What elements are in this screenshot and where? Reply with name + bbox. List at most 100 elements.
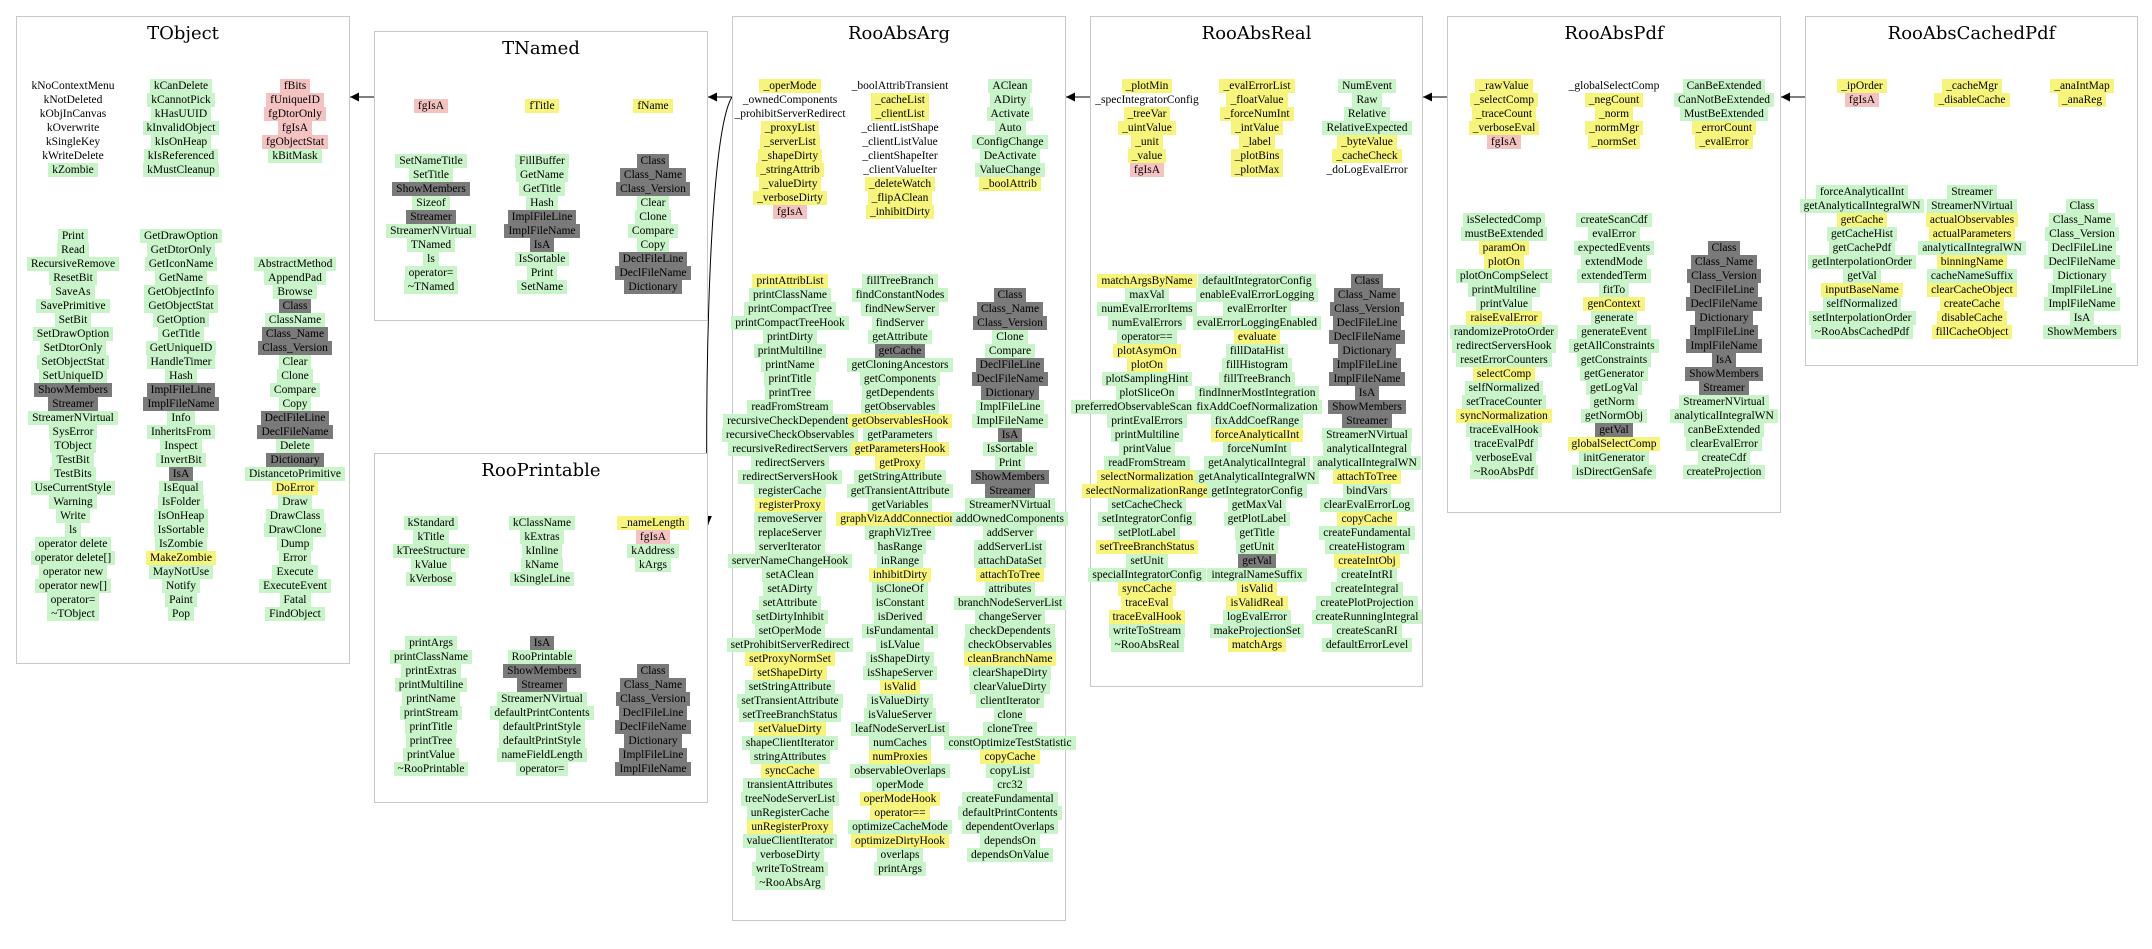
class-member: ResetBit <box>49 271 97 285</box>
class-member: SetDtorOnly <box>39 341 107 355</box>
class-member: fgIsA <box>1844 93 1880 107</box>
class-member: Dump <box>276 537 314 551</box>
class-member: kInline <box>521 544 563 558</box>
data-member-column: _nameLength fgIsA kAddress kArgs <box>601 516 705 572</box>
class-member: DeclFileLine <box>618 706 688 720</box>
class-member: isDirectGenSafe <box>1572 465 1656 479</box>
class-member: fixAddCoefRange <box>1210 414 1304 428</box>
class-member: _flipAClean <box>867 191 933 205</box>
class-member: fgIsA <box>1129 163 1165 177</box>
class-member: findServer <box>871 316 929 330</box>
class-member: _disableCache <box>1934 93 2010 107</box>
class-member: fUniqueID <box>266 93 324 107</box>
class-box-tnamed: TNamed fgIsA fTitle fName SetNameTitle Se… <box>374 31 708 321</box>
class-member: DeclFileName <box>615 266 691 280</box>
class-member: IsA <box>1354 386 1380 400</box>
class-member: kName <box>521 558 563 572</box>
class-member: ImplFileLine <box>2047 283 2117 297</box>
class-member: Class <box>278 299 312 313</box>
class-member: fBits <box>279 79 311 93</box>
class-member: Paint <box>165 593 197 607</box>
class-member: inputBaseName <box>1821 283 1903 297</box>
class-member: operator= <box>404 266 458 280</box>
class-member: printTitle <box>405 720 457 734</box>
class-member: isShapeServer <box>863 666 937 680</box>
class-member: ImplFileName <box>143 397 219 411</box>
class-member: Clone <box>277 369 313 383</box>
class-member: AppendPad <box>264 271 326 285</box>
data-member-column: _anaIntMap _anaReg <box>2028 79 2136 107</box>
class-member: StreamerNVirtual <box>28 411 118 425</box>
class-member: SaveAs <box>51 285 95 299</box>
class-member: forceAnalyticalInt <box>1210 428 1304 442</box>
method-column: matchArgsByName maxVal numEvalErrorItems nu… <box>1071 274 1223 652</box>
class-member: checkObservables <box>964 638 1056 652</box>
class-member: getTransientAttribute <box>846 484 954 498</box>
class-member: optimizeDirtyHook <box>850 834 950 848</box>
class-member: verboseDirty <box>755 848 825 862</box>
method-column: createScanCdf evalError expectedEvents exte… <box>1560 213 1668 479</box>
class-member: createRunningIntegral <box>1311 610 1423 624</box>
class-member: IsA <box>1711 353 1737 367</box>
class-member: kClassName <box>508 516 576 530</box>
class-member: kCannotPick <box>147 93 215 107</box>
class-member: stringAttributes <box>749 750 831 764</box>
class-member: evaluate <box>1233 330 1281 344</box>
class-member: InvertBit <box>156 453 206 467</box>
class-member: operator delete <box>34 537 112 551</box>
class-member: isValid <box>1237 582 1277 596</box>
class-member: _errorCount <box>1691 121 1757 135</box>
class-member: Auto <box>994 121 1026 135</box>
class-member: ImplFileName <box>972 414 1048 428</box>
class-member: getConstraints <box>1576 353 1652 367</box>
class-member: kVerbose <box>405 572 457 586</box>
class-title: RooAbsCachedPdf <box>1887 23 2056 44</box>
class-member: ADirty <box>989 93 1031 107</box>
class-member: setAClean <box>762 568 818 582</box>
class-member: leafNodeServerList <box>850 722 950 736</box>
class-member: _anaIntMap <box>2050 79 2114 93</box>
data-member-column: fTitle <box>490 99 594 113</box>
class-member: Dictionary <box>1338 344 1396 358</box>
data-member-column: fgIsA <box>379 99 483 113</box>
class-member: UseCurrentStyle <box>30 481 116 495</box>
class-member: TNamed <box>406 238 456 252</box>
class-member: recursiveRedirectServers <box>728 442 852 456</box>
class-member: matchArgsByName <box>1097 274 1197 288</box>
class-member: isShapeDirty <box>865 652 935 666</box>
method-column: FillBuffer GetName GetTitle Hash ImplFileLin… <box>490 154 594 294</box>
class-member: CanNotBeExtended <box>1674 93 1774 107</box>
class-member: setUnit <box>1126 554 1168 568</box>
class-member: IsOnHeap <box>153 509 209 523</box>
class-member: isCloneOf <box>872 582 928 596</box>
class-member: GetOption <box>152 313 210 327</box>
enum-column: kNoContextMenu kNotDeleted kObjInCanvas kOv… <box>21 79 125 177</box>
class-member: selectComp <box>1472 367 1536 381</box>
class-member: _ipOrder <box>1837 79 1887 93</box>
class-member: disableCache <box>1937 311 2007 325</box>
class-member: ShowMembers <box>971 470 1049 484</box>
class-member: removeServer <box>753 512 827 526</box>
class-member: _cacheList <box>871 93 929 107</box>
class-member: verboseEval <box>1471 451 1537 465</box>
class-member: Execute <box>272 565 318 579</box>
data-member-column: _rawValue _selectComp _traceCount _verboseE… <box>1450 79 1558 149</box>
class-box-rooabspdf: RooAbsPdf _rawValue _selectComp _traceCoun… <box>1447 16 1781 513</box>
class-box-rooabsarg: RooAbsArg _operMode _ownedComponents _proh… <box>721 16 1076 921</box>
class-member: SetNameTitle <box>395 154 467 168</box>
class-member: kStandard <box>403 516 459 530</box>
class-member: getIntegratorConfig <box>1207 484 1307 498</box>
class-member: printArgs <box>874 862 926 876</box>
class-member: getCacheHist <box>1827 227 1897 241</box>
class-member: ~RooAbsCachedPdf <box>1810 325 1914 339</box>
class-member: Class_Version <box>258 341 332 355</box>
class-member: Pop <box>168 607 194 621</box>
enum-column: AClean ADirty Activate Auto ConfigChange DeAc… <box>957 79 1063 191</box>
class-member: numEvalErrorItems <box>1097 302 1197 316</box>
class-member: Compare <box>269 383 321 397</box>
class-member: ShowMembers <box>34 383 112 397</box>
class-member: redirectServers <box>751 456 829 470</box>
class-member: traceEval <box>1121 596 1173 610</box>
class-member: Activate <box>986 107 1034 121</box>
class-member: analyticalIntegral <box>1322 442 1412 456</box>
